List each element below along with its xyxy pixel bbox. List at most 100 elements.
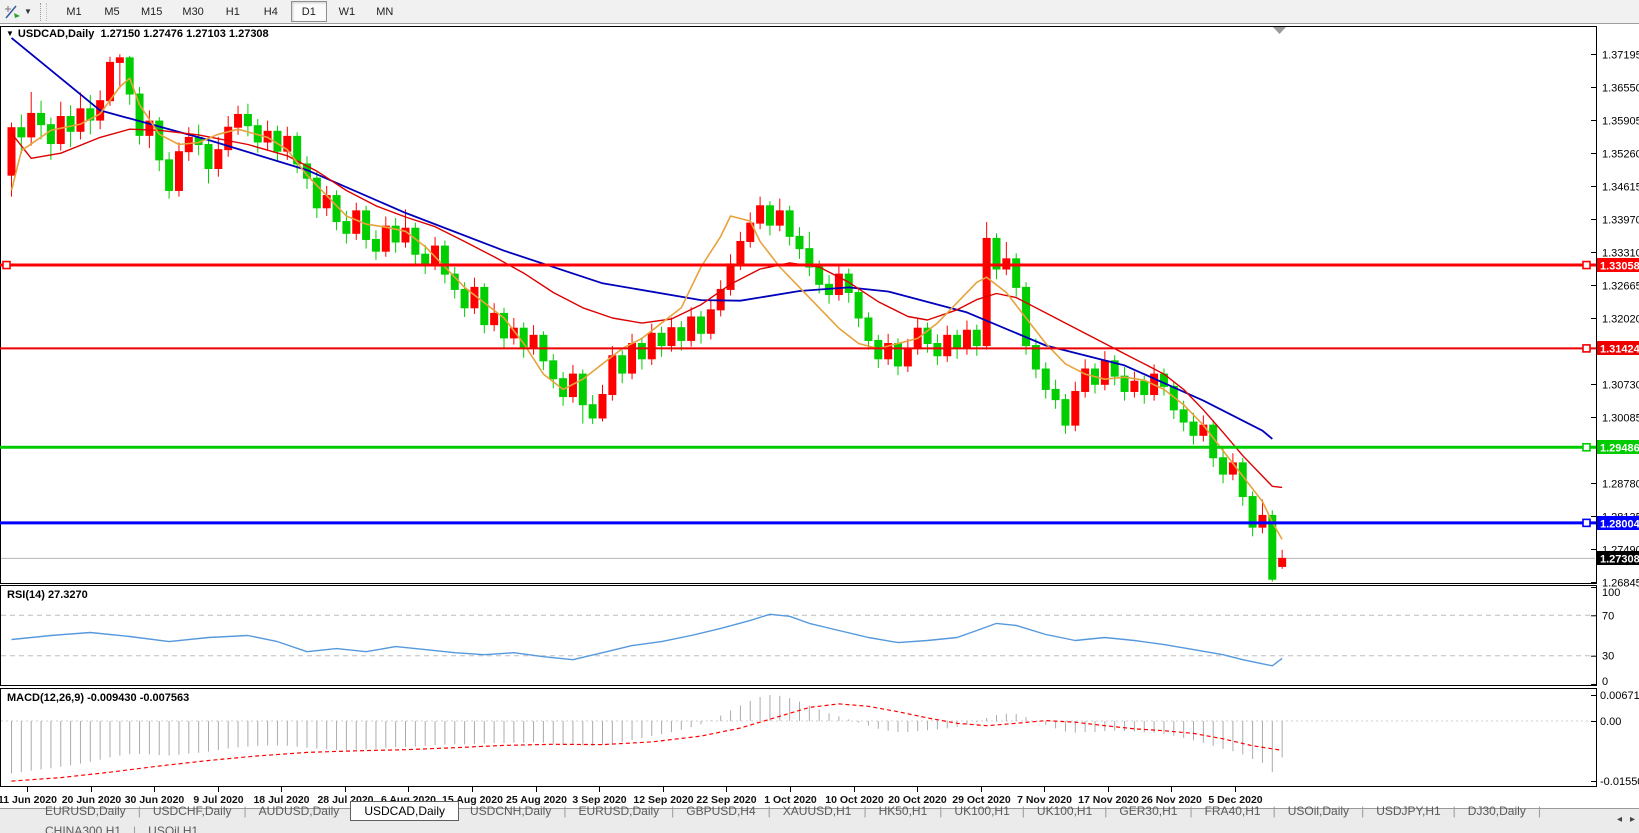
- tab-separator: |: [1361, 804, 1365, 818]
- candle-body: [440, 245, 449, 275]
- timeframe-button-h1[interactable]: H1: [225, 5, 240, 18]
- candle-body: [1031, 345, 1040, 370]
- candle-body: [214, 149, 223, 170]
- candle-body: [7, 127, 16, 176]
- timeframe-button-m1[interactable]: M1: [66, 5, 82, 18]
- chart-tab-uk100-h1[interactable]: UK100,H1: [1036, 804, 1093, 818]
- rsi-panel: [0, 585, 1597, 686]
- macd-panel: [0, 688, 1597, 787]
- candle-body: [381, 225, 390, 252]
- tab-separator: |: [133, 824, 137, 833]
- candle-body: [1100, 360, 1109, 385]
- chart-tab-usdjpy-h1[interactable]: USDJPY,H1: [1376, 804, 1441, 818]
- price-tick-label: 1.36550: [1602, 83, 1639, 95]
- timeframe-button-m15[interactable]: M15: [141, 5, 163, 18]
- chart-tab-fra40-h1[interactable]: FRA40,H1: [1204, 804, 1261, 818]
- date-label: 10 Oct 2020: [825, 794, 884, 806]
- chart-tab-xauusd-h1[interactable]: XAUUSD,H1: [782, 804, 852, 818]
- candle-body: [460, 288, 469, 309]
- timeframe-button-d1[interactable]: D1: [290, 1, 327, 22]
- chart-tab-eurusd-daily[interactable]: EURUSD,Daily: [578, 804, 660, 818]
- candle-body: [756, 205, 765, 224]
- tab-separator: |: [1021, 804, 1025, 818]
- macd-signal-line: [11, 703, 1283, 782]
- timeframe-toolbar: ▼ M1 M5 M15 M30 H1 H4 D1 W1 MN: [0, 0, 1639, 24]
- date-label: 9 Jul 2020: [193, 794, 243, 806]
- candle-body: [943, 334, 952, 357]
- candle-body: [352, 210, 361, 234]
- candle-body: [972, 329, 981, 347]
- chart-tab-hk50-h1[interactable]: HK50,H1: [878, 804, 928, 818]
- candle-body: [844, 273, 853, 293]
- timeframe-button-h4[interactable]: H4: [263, 5, 278, 18]
- candle-body: [765, 205, 774, 226]
- candle-body: [697, 316, 705, 334]
- candle-body: [1169, 385, 1178, 411]
- date-axis: 11 Jun 2020 20 Jun 2020 30 Jun 2020 9 Jul 2…: [0, 787, 1263, 806]
- tab-scroll-left-icon[interactable]: ◂: [1616, 814, 1622, 825]
- candle-body: [37, 112, 46, 126]
- candle-body: [884, 343, 893, 360]
- hline-handle[interactable]: [1582, 344, 1591, 353]
- chart-tab-usoil-daily[interactable]: USOil,Daily: [1287, 804, 1350, 818]
- candle-body: [312, 177, 321, 209]
- candle-body: [371, 238, 380, 252]
- candle-body: [1268, 514, 1277, 580]
- hline-handle[interactable]: [1582, 442, 1591, 452]
- rsi-scale-label: 100: [1602, 587, 1620, 599]
- date-label: 20 Jun 2020: [62, 794, 122, 806]
- candle-body: [1071, 390, 1080, 426]
- crosshair-tool-icon[interactable]: [2, 3, 24, 21]
- collapse-arrow-icon[interactable]: ▼: [6, 29, 14, 38]
- macd-main-value: -0.009430: [87, 692, 137, 704]
- candle-body: [962, 329, 971, 350]
- chart-tab-usdcad-daily-active[interactable]: USDCAD,Daily: [350, 801, 459, 821]
- chart-tab-usdchf-daily[interactable]: USDCHF,Daily: [152, 804, 232, 818]
- candle-body: [785, 210, 794, 237]
- chart-tab-bar: EURUSD,Daily | USDCHF,Daily | AUDUSD,Daily US…: [0, 801, 1639, 833]
- macd-signal-value: -0.007563: [139, 692, 190, 704]
- date-label: 12 Sep 2020: [633, 794, 693, 806]
- candle-body: [923, 327, 932, 345]
- chart-window[interactable]: 1.37195 1.36550 1.35905 1.35260 1.34615 1.339…: [0, 0, 1639, 808]
- tab-separator: |: [137, 804, 141, 818]
- toolbar-grip-handle[interactable]: [40, 2, 47, 21]
- chart-tab-dj30-daily[interactable]: DJ30,Daily: [1467, 804, 1526, 818]
- price-tick-label: 1.32665: [1602, 281, 1639, 293]
- chart-canvas[interactable]: 1.37195 1.36550 1.35905 1.35260 1.34615 1.339…: [0, 0, 1639, 808]
- candle-body: [490, 312, 499, 326]
- rsi-line: [11, 613, 1283, 667]
- chart-tab-china300-h1[interactable]: CHINA300,H1: [45, 824, 122, 833]
- chart-tab-ger30-h1[interactable]: GER30,H1: [1119, 804, 1178, 818]
- date-label: 30 Jun 2020: [125, 794, 185, 806]
- chart-tab-uk100-h1[interactable]: UK100,H1: [954, 804, 1010, 818]
- timeframe-button-m5[interactable]: M5: [104, 5, 120, 18]
- candle-body: [234, 113, 243, 128]
- candle-body: [706, 309, 715, 334]
- chart-tab-audusd-daily[interactable]: AUDUSD,Daily: [258, 804, 340, 818]
- candle-body: [46, 124, 55, 145]
- candle-body: [391, 225, 400, 243]
- chart-tab-eurusd-daily[interactable]: EURUSD,Daily: [45, 804, 126, 818]
- chart-tab-usdcnh-daily[interactable]: USDCNH,Daily: [470, 804, 552, 818]
- tab-separator: |: [1104, 804, 1108, 818]
- date-label: 3 Sep 2020: [572, 794, 626, 806]
- candle-body: [894, 343, 902, 367]
- hline-handle[interactable]: [1582, 518, 1591, 528]
- timeframe-button-m30[interactable]: M30: [182, 5, 204, 18]
- chart-tab-gbpusd-h4[interactable]: GBPUSD,H4: [686, 804, 756, 818]
- tab-scroll-right-icon[interactable]: ▸: [1629, 814, 1635, 825]
- candle-body: [17, 127, 26, 138]
- chart-shift-marker-icon: [1273, 27, 1286, 34]
- timeframe-button-mn[interactable]: MN: [376, 5, 394, 18]
- tab-separator: |: [563, 804, 567, 818]
- tool-dropdown-arrow-icon[interactable]: ▼: [24, 7, 32, 16]
- candle-body: [647, 332, 656, 360]
- candle-body: [578, 373, 587, 406]
- chart-symbol-label: USDCAD,Daily: [17, 28, 95, 40]
- chart-tab-usoil-h1[interactable]: USOil,H1: [148, 824, 199, 833]
- timeframe-button-w1[interactable]: W1: [338, 5, 356, 18]
- hline-handle[interactable]: [2, 260, 11, 270]
- hline-handle[interactable]: [1582, 260, 1591, 270]
- candle-body: [125, 57, 134, 95]
